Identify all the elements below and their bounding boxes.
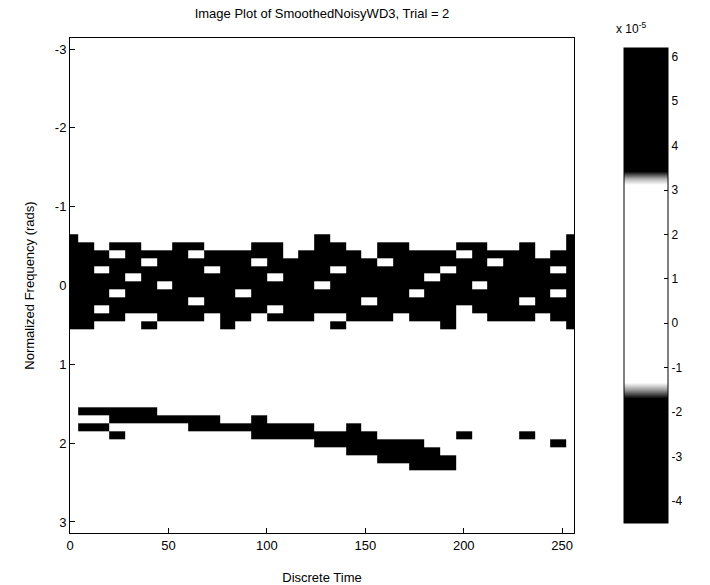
svg-text:Discrete Time: Discrete Time xyxy=(282,570,361,585)
svg-text:-3: -3 xyxy=(671,450,682,464)
svg-text:100: 100 xyxy=(256,538,278,553)
svg-text:-2: -2 xyxy=(671,405,682,419)
svg-text:6: 6 xyxy=(671,50,678,64)
svg-text:1: 1 xyxy=(671,272,678,286)
svg-text:0: 0 xyxy=(66,538,73,553)
svg-text:250: 250 xyxy=(551,538,573,553)
svg-text:4: 4 xyxy=(671,139,678,153)
svg-text:-4: -4 xyxy=(671,494,682,508)
svg-text:1: 1 xyxy=(59,357,66,372)
svg-text:2: 2 xyxy=(671,228,678,242)
svg-text:-2: -2 xyxy=(55,120,67,135)
svg-text:Image Plot of SmoothedNoisyWD3: Image Plot of SmoothedNoisyWD3, Trial = … xyxy=(195,6,450,21)
svg-text:3: 3 xyxy=(671,183,678,197)
svg-text:Normalized Frequency (rads): Normalized Frequency (rads) xyxy=(22,201,37,369)
svg-text:0: 0 xyxy=(671,316,678,330)
svg-text:2: 2 xyxy=(59,436,66,451)
svg-text:200: 200 xyxy=(453,538,475,553)
svg-text:150: 150 xyxy=(354,538,376,553)
svg-text:-1: -1 xyxy=(55,199,67,214)
svg-text:-1: -1 xyxy=(671,361,682,375)
svg-text:5: 5 xyxy=(671,94,678,108)
svg-text:0: 0 xyxy=(59,278,66,293)
svg-text:50: 50 xyxy=(161,538,175,553)
svg-text:x 10​-5​: x 10​-5​ xyxy=(616,20,646,36)
svg-text:3: 3 xyxy=(59,515,66,530)
svg-text:-3: -3 xyxy=(55,42,67,57)
